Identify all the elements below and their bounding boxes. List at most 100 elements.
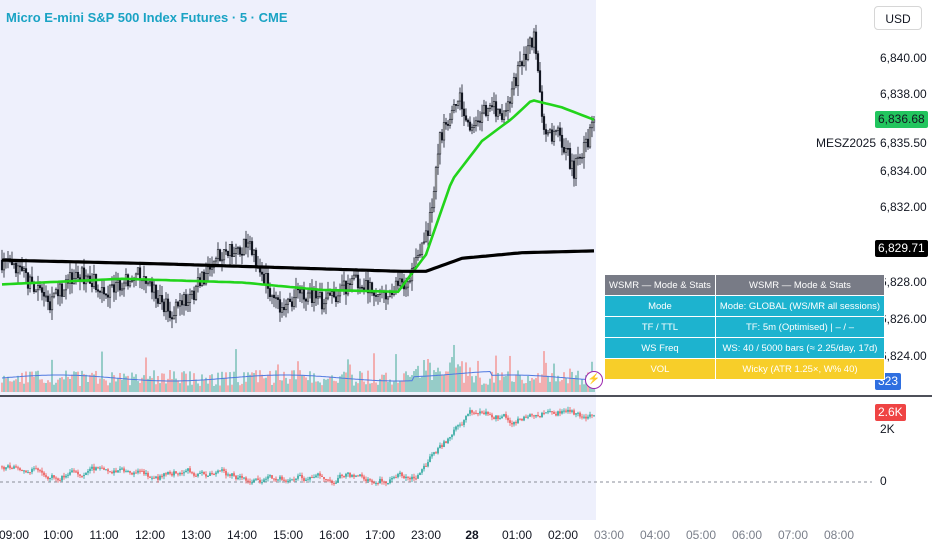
candle-body: [26, 272, 30, 289]
candle-body: [584, 138, 588, 143]
volume-bar: [235, 349, 237, 392]
candle-body: [408, 280, 412, 283]
oscillator-body: [217, 470, 219, 473]
volume-bar: [479, 377, 481, 392]
volume-bar: [547, 375, 549, 392]
oscillator-body: [267, 476, 269, 479]
candle-body: [170, 317, 174, 320]
oscillator-body: [589, 414, 591, 417]
oscillator-body: [591, 414, 593, 416]
volume-bar: [403, 373, 405, 392]
oscillator-body: [537, 414, 539, 416]
candle-body: [450, 109, 454, 120]
candle-body: [238, 247, 242, 255]
oscillator-body: [123, 468, 125, 472]
volume-bar: [3, 375, 5, 392]
volume-bar: [441, 374, 443, 392]
oscillator-body: [181, 472, 183, 474]
oscillator-body: [3, 466, 5, 470]
candle-body: [486, 108, 490, 116]
chart-title[interactable]: Micro E-mini S&P 500 Index Futures · 5 ·…: [6, 10, 288, 25]
oscillator-body: [347, 472, 349, 474]
volume-bar: [523, 383, 525, 392]
stats-value-cell: Mode: GLOBAL (WS/MR all sessions): [714, 295, 886, 317]
oscillator-body: [481, 411, 483, 413]
volume-bar: [133, 376, 135, 392]
candle-body: [292, 297, 296, 307]
lightning-icon[interactable]: ⚡: [585, 371, 603, 389]
candle-body: [444, 122, 448, 125]
volume-bar: [139, 383, 141, 392]
candle-body: [430, 207, 434, 213]
oscillator-body: [121, 468, 123, 470]
candle-body: [20, 266, 24, 271]
oscillator-body: [441, 445, 443, 447]
candle-body: [50, 296, 54, 311]
oscillator-body: [365, 479, 367, 481]
candle-body: [44, 295, 48, 298]
candle-body: [490, 105, 494, 108]
volume-bar: [263, 378, 265, 392]
time-tick: 04:00: [639, 528, 671, 542]
candle-body: [282, 307, 286, 311]
oscillator-body: [363, 476, 365, 480]
volume-bar: [239, 385, 241, 392]
volume-bar: [485, 383, 487, 392]
volume-bar: [221, 371, 223, 392]
oscillator-body: [311, 477, 313, 479]
candle-body: [530, 37, 534, 48]
oscillator-body: [145, 472, 147, 475]
candle-body: [68, 272, 72, 284]
oscillator-body: [503, 414, 505, 417]
volume-bar: [577, 370, 579, 392]
volume-bar: [553, 363, 555, 392]
volume-bar: [87, 381, 89, 392]
volume-bar: [9, 381, 11, 392]
oscillator-body: [179, 472, 181, 475]
volume-bar: [527, 375, 529, 392]
candle-body: [462, 108, 466, 117]
volume-bar: [533, 379, 535, 392]
oscillator-body: [177, 473, 179, 475]
oscillator-body: [527, 416, 529, 418]
oscillator-body: [229, 474, 231, 476]
oscillator-body: [129, 471, 131, 473]
oscillator-body: [467, 413, 469, 416]
oscillator-body: [61, 475, 63, 481]
currency-button[interactable]: USD: [874, 6, 922, 30]
volume-bar: [337, 382, 339, 392]
oscillator-body: [443, 441, 445, 447]
oscillator-body: [429, 456, 431, 463]
time-tick: 05:00: [685, 528, 717, 542]
volume-bar: [25, 371, 27, 392]
candle-body: [546, 132, 550, 135]
price-tick: 6,840.00: [880, 51, 927, 65]
oscillator-body: [303, 478, 305, 481]
oscillator-body: [299, 475, 301, 477]
last-price-tag: 6,836.68: [875, 111, 928, 128]
volume-bar: [503, 376, 505, 392]
stats-header-cell: WSMR — Mode & Stats: [714, 274, 886, 296]
oscillator-body: [165, 473, 167, 475]
volume-bar: [375, 382, 377, 392]
oscillator-body: [329, 479, 331, 481]
oscillator-body: [131, 472, 133, 475]
volume-bar: [277, 364, 279, 392]
candle-body: [58, 283, 62, 297]
volume-bar: [95, 370, 97, 392]
volume-bar: [143, 375, 145, 392]
oscillator-body: [381, 478, 383, 482]
volume-bar: [279, 380, 281, 392]
volume-bar: [461, 361, 463, 392]
oscillator-body: [83, 474, 85, 476]
volume-bar: [21, 372, 23, 392]
candle-body: [536, 53, 540, 71]
oscillator-body: [261, 482, 263, 484]
volume-bar: [467, 375, 469, 392]
oscillator-body: [419, 472, 421, 475]
volume-bar: [197, 383, 199, 392]
time-tick: 28: [465, 528, 479, 542]
time-tick: 09:00: [0, 528, 30, 542]
candle-body: [516, 65, 520, 87]
